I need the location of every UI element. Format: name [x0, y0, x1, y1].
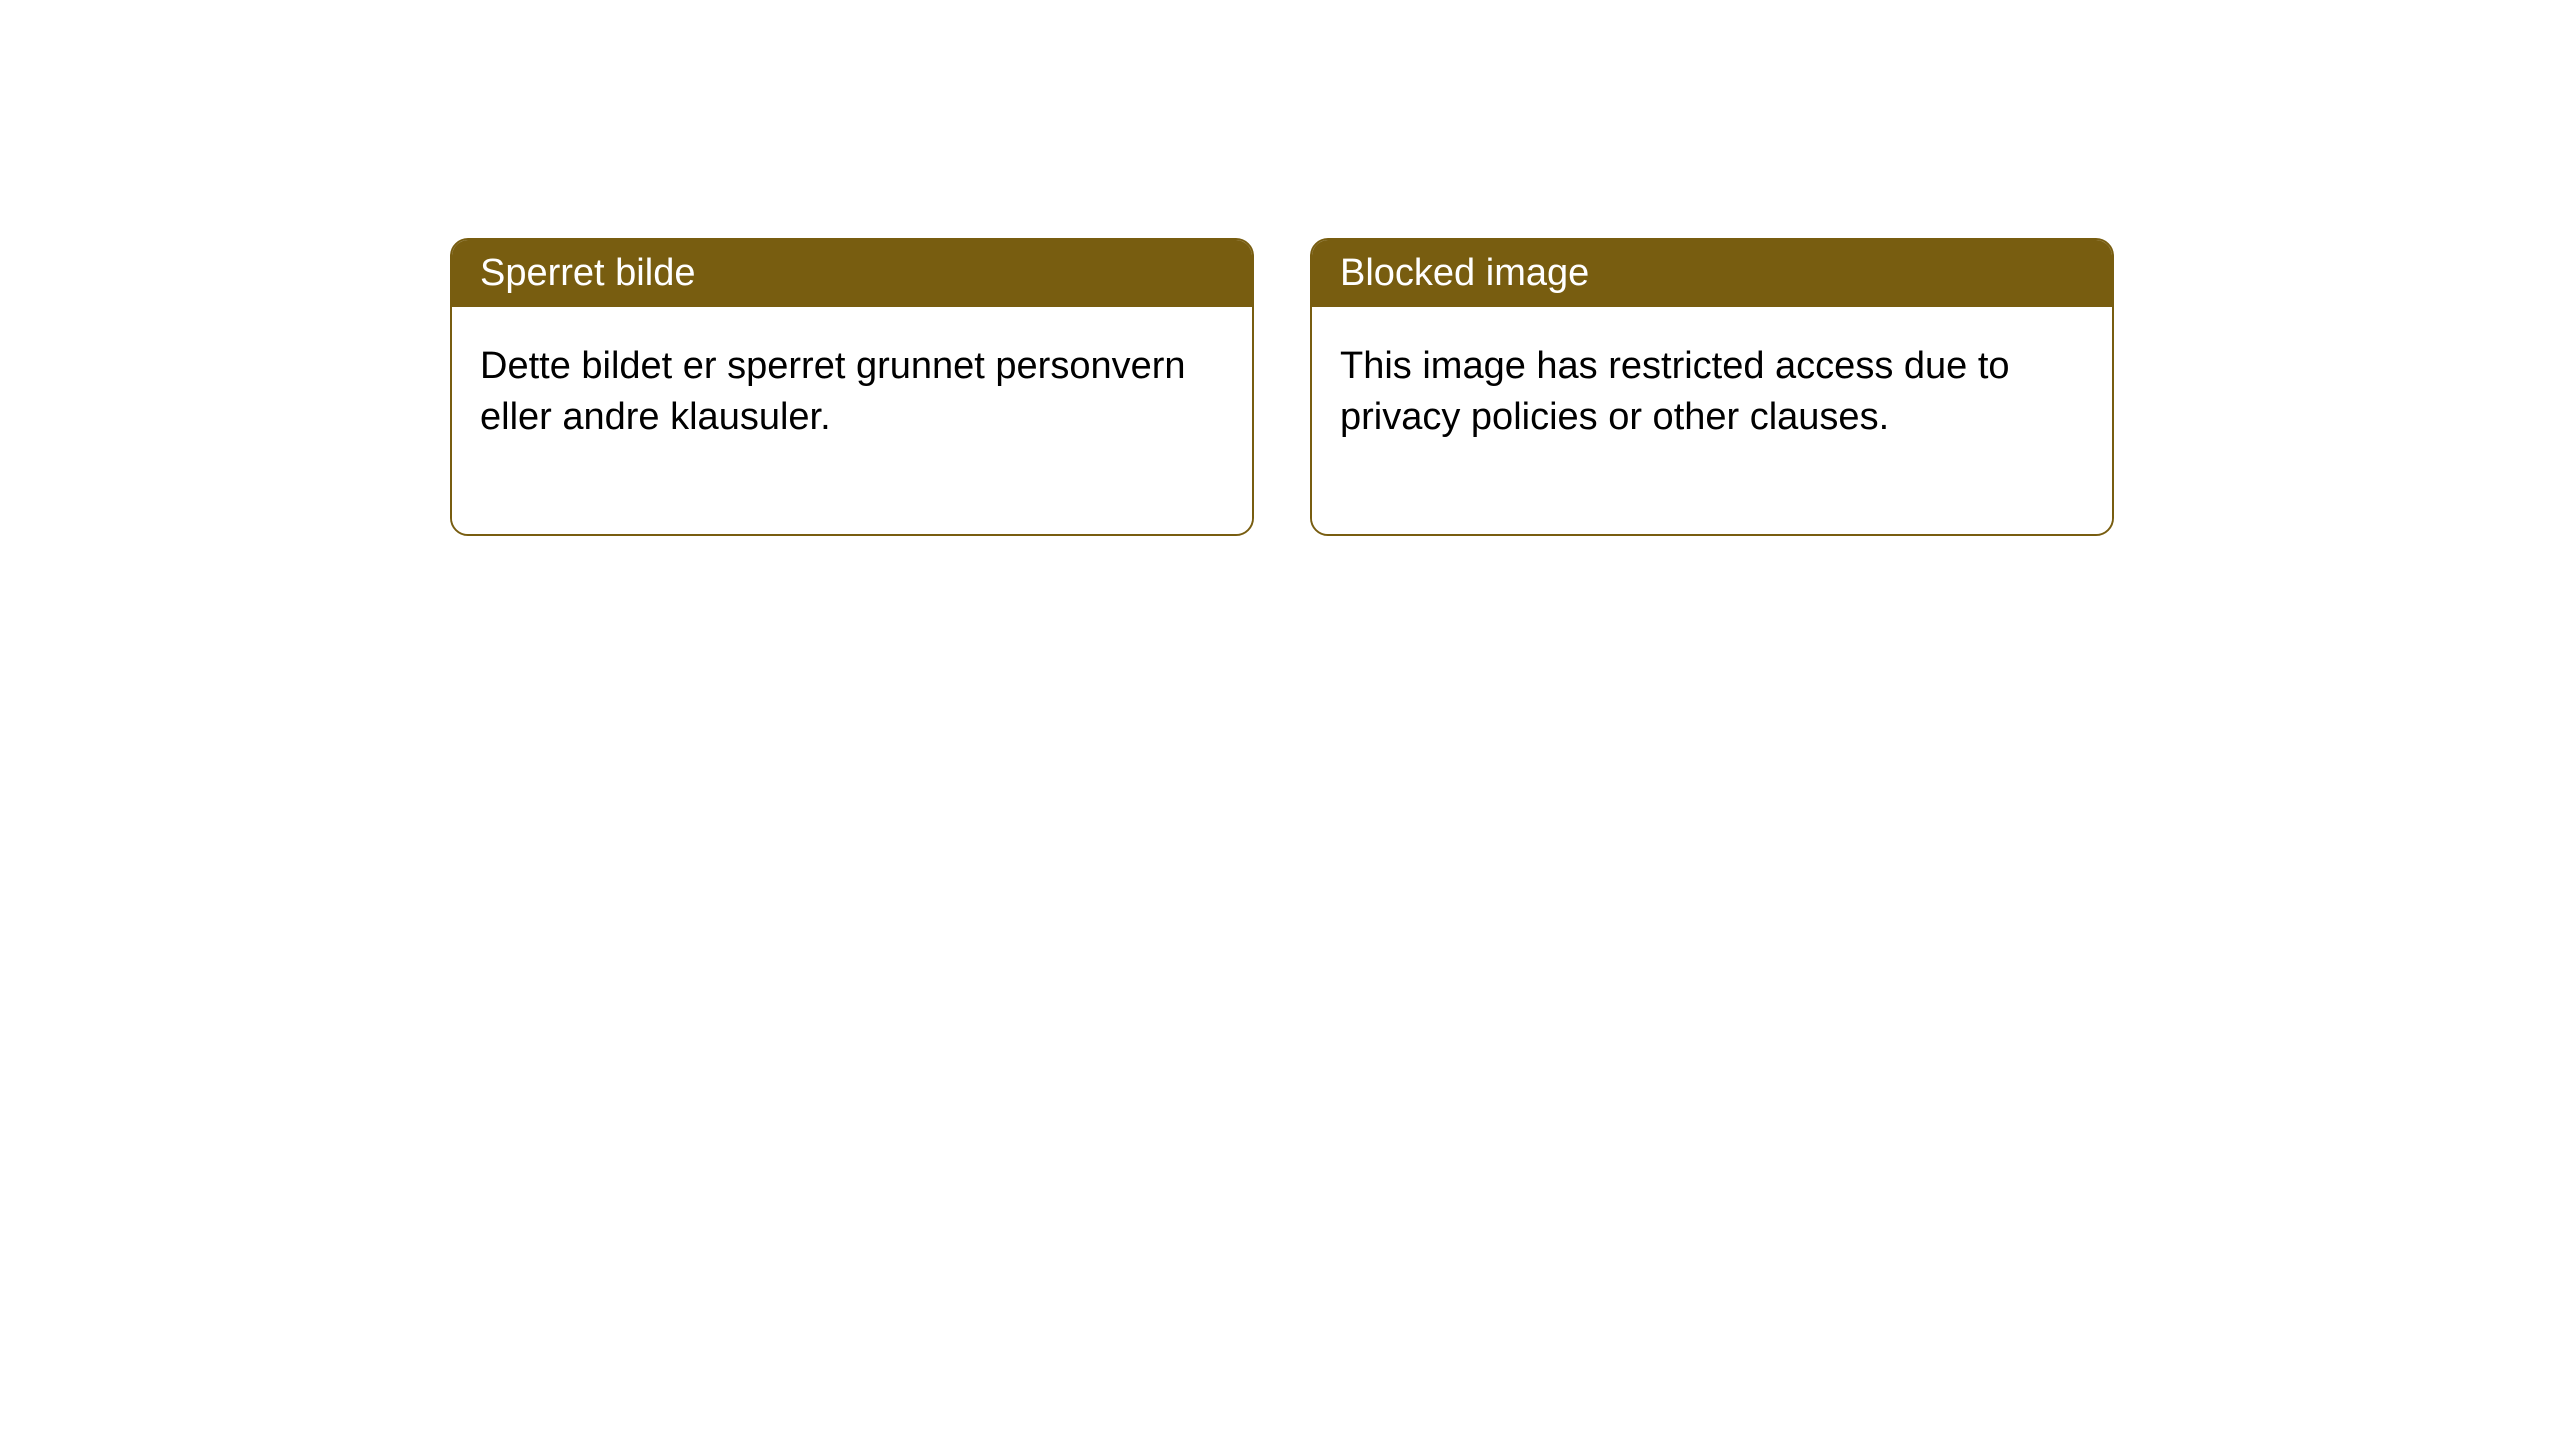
card-body-text: Dette bildet er sperret grunnet personve… — [480, 345, 1186, 438]
card-header: Blocked image — [1312, 240, 2112, 307]
notice-container: Sperret bilde Dette bildet er sperret gr… — [450, 238, 2114, 536]
card-body-text: This image has restricted access due to … — [1340, 345, 2010, 438]
notice-card-norwegian: Sperret bilde Dette bildet er sperret gr… — [450, 238, 1254, 536]
notice-card-english: Blocked image This image has restricted … — [1310, 238, 2114, 536]
card-header: Sperret bilde — [452, 240, 1252, 307]
card-title: Sperret bilde — [480, 252, 695, 294]
card-title: Blocked image — [1340, 252, 1589, 294]
card-body: Dette bildet er sperret grunnet personve… — [452, 307, 1252, 534]
card-body: This image has restricted access due to … — [1312, 307, 2112, 534]
